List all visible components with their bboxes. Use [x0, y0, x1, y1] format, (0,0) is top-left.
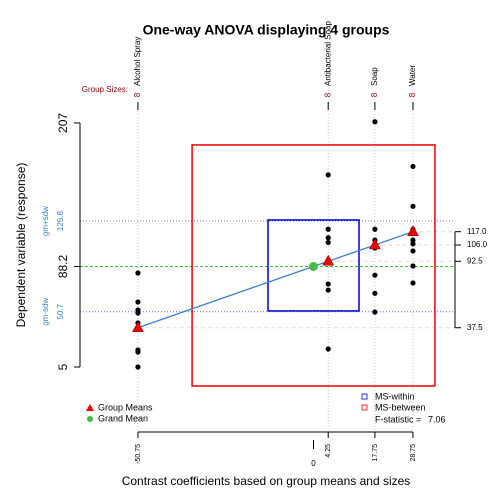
data-point [325, 287, 331, 293]
y-tick-label: 207 [56, 113, 70, 133]
group-size: 8 [408, 92, 417, 97]
group-name: Water [408, 65, 417, 86]
group-mean [132, 321, 144, 332]
group-mean [368, 238, 381, 250]
y2-tick-label: 37.5 [467, 323, 483, 332]
y2-tick-label: 117.0 [467, 227, 487, 236]
legend-label: MS-between [375, 402, 426, 412]
grand-mean [309, 261, 319, 271]
data-point [372, 290, 378, 296]
data-point [325, 281, 331, 287]
sdw-tick-label: 125.8 [56, 211, 65, 232]
y-axis-label: Dependent variable (response) [14, 163, 28, 328]
group-name: Soap [370, 67, 379, 86]
sdw-label: gm-sdw [41, 298, 50, 326]
x-axis-label: Contrast coefficients based on group mea… [122, 474, 411, 488]
legend-symbol [87, 416, 93, 422]
group-name: Alcohol Spray [133, 37, 142, 86]
data-point [325, 226, 331, 232]
data-point [410, 203, 416, 209]
data-point [410, 263, 416, 269]
data-point [135, 349, 141, 355]
origin-tick-label: 0 [311, 459, 316, 468]
chart-title: One-way ANOVA displaying 4 groups [143, 22, 390, 38]
sdw-label: gm+sdw [41, 206, 50, 236]
data-point [372, 119, 378, 125]
group-mean [322, 254, 335, 266]
legend-symbol [86, 404, 94, 411]
ms-within-box [267, 219, 360, 312]
data-point [325, 172, 331, 178]
group-name: Antibacterial Soap [323, 21, 332, 86]
x-tick-label: 28.75 [410, 444, 417, 462]
data-point [372, 226, 378, 232]
y2-tick-label: 106.0 [467, 240, 488, 249]
f-label: F-statistic = [375, 414, 421, 424]
group-size: 8 [323, 92, 332, 97]
data-point [410, 163, 416, 170]
x-tick-label: 4.25 [325, 444, 332, 458]
data-point [410, 248, 416, 254]
data-point [325, 239, 331, 246]
sdw-tick-label: 50.7 [56, 303, 65, 319]
group-size: 8 [370, 92, 379, 97]
x-tick-label: -50.75 [135, 444, 142, 464]
data-point [135, 270, 141, 276]
data-point [135, 364, 141, 370]
group-mean [407, 225, 419, 236]
data-point [410, 280, 416, 286]
group-sizes-label: Group Sizes: [82, 85, 128, 94]
group-size: 8 [133, 92, 142, 97]
data-point [135, 299, 141, 305]
ms-between-box [191, 144, 436, 387]
legend-symbol [361, 393, 368, 400]
legend-label: MS-within [375, 391, 415, 401]
data-point [410, 241, 416, 247]
legend-label: Group Means [98, 402, 153, 412]
data-point [135, 310, 141, 316]
data-point [325, 235, 331, 241]
y-tick-label: 88.2 [56, 254, 70, 278]
x-tick-label: 17.75 [372, 444, 379, 462]
y2-tick-label: 92.5 [467, 256, 483, 265]
data-point [325, 346, 331, 352]
contrast-line [137, 231, 414, 329]
legend-label: Grand Mean [98, 413, 148, 423]
f-value: 7.06 [428, 414, 446, 424]
legend-symbol [361, 404, 368, 411]
data-point [410, 237, 416, 243]
data-point [372, 272, 378, 278]
y-tick-label: 5 [56, 363, 70, 370]
data-point [372, 309, 378, 315]
